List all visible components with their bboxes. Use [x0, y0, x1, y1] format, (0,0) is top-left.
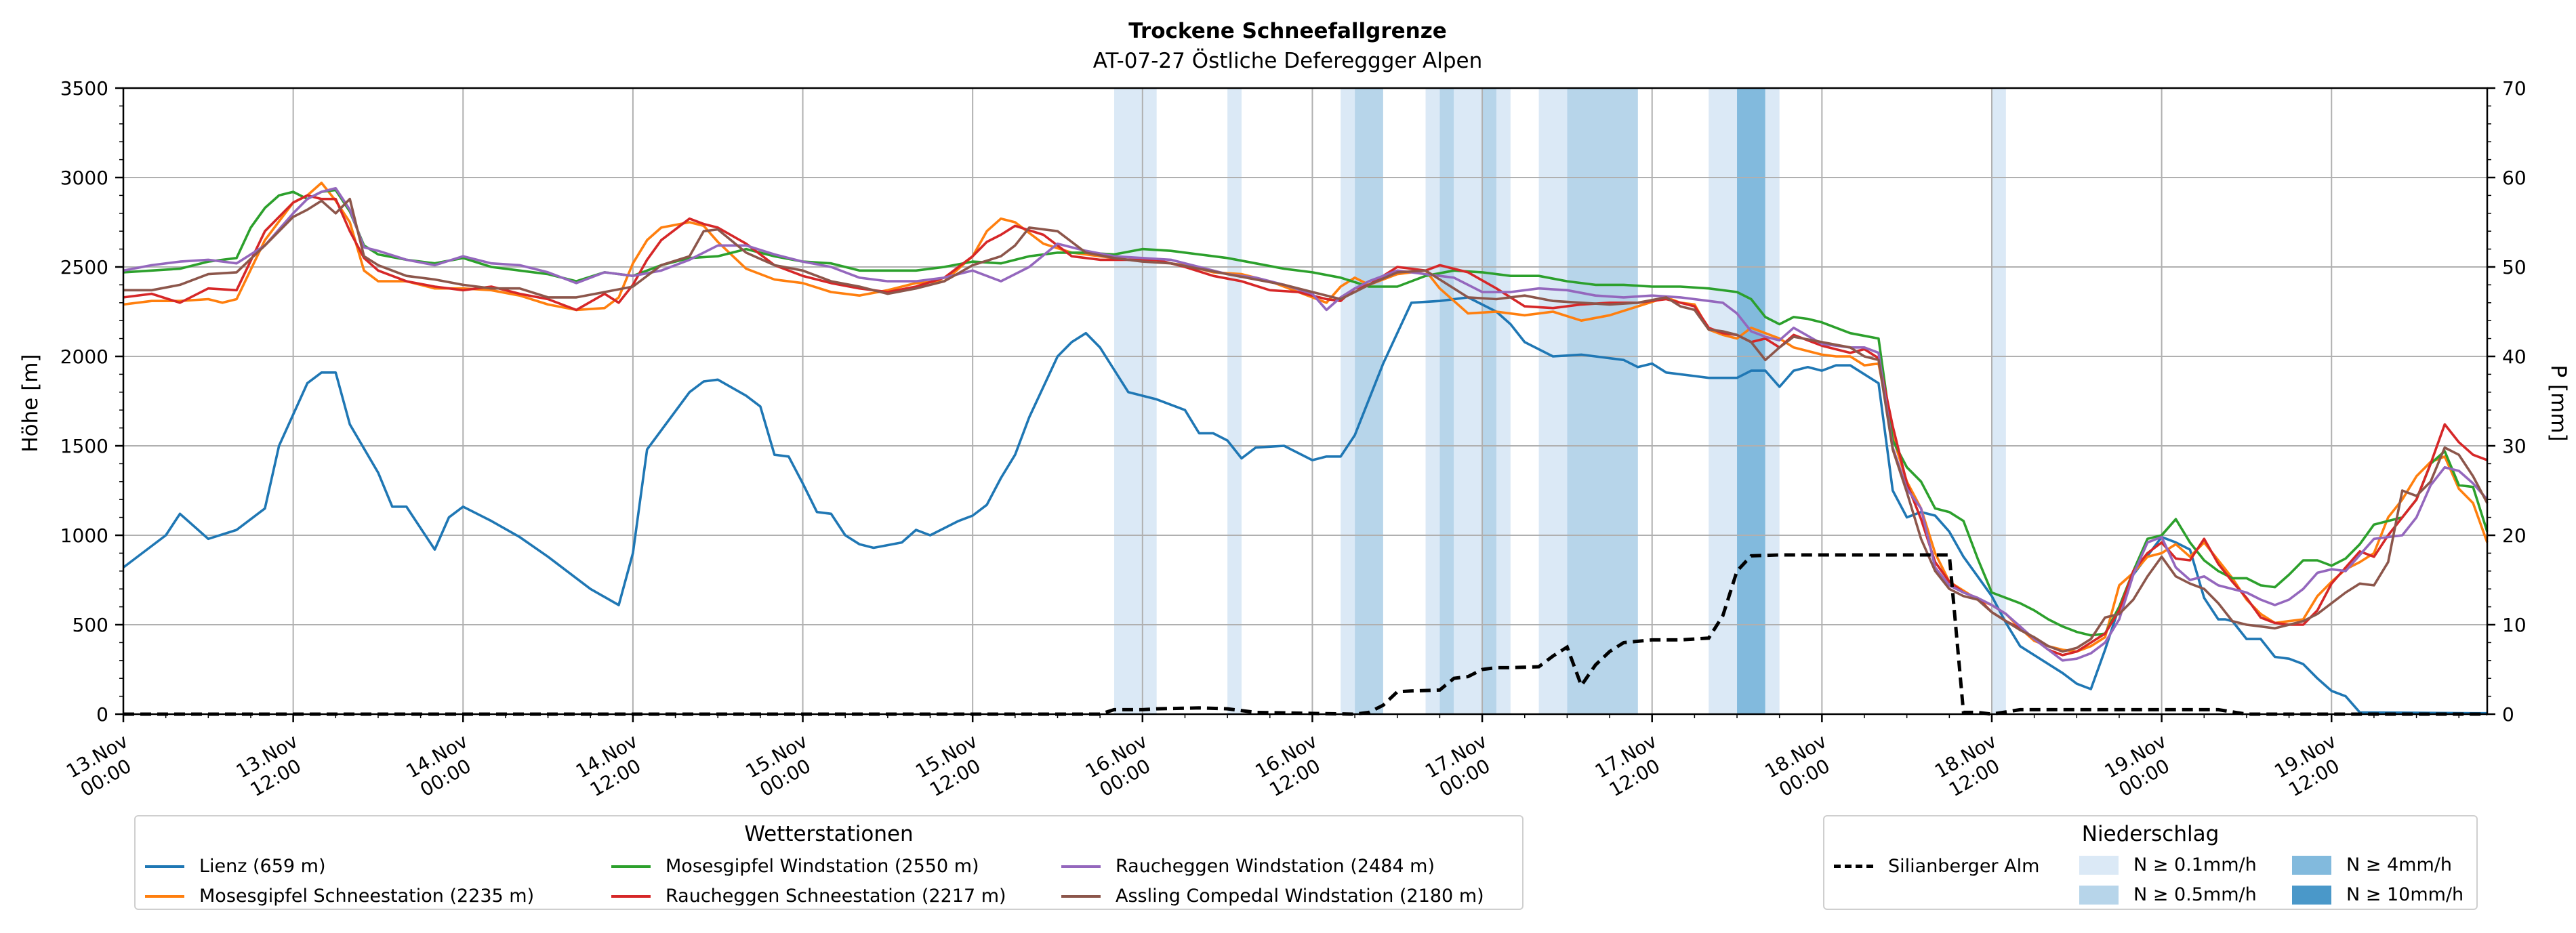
- chart-title: Trockene Schneefallgrenze: [1128, 19, 1447, 43]
- series-line-5: [123, 197, 2489, 653]
- y-tick-label-5: 2500: [60, 256, 108, 278]
- y-tick-label-0: 0: [96, 703, 108, 726]
- series-line-0: [122, 296, 2487, 715]
- precip-band-9: [1496, 88, 1511, 714]
- series-lines: [122, 182, 2489, 716]
- precip-band-14: [1765, 88, 1780, 714]
- axes: 0 500 1000 1500 2000 2500 3000 3500 0 10 20 30 40 50 6…: [60, 77, 2527, 801]
- y-right-tick-label-3: 30: [2502, 435, 2527, 457]
- y-axis-label: Höhe [m]: [18, 354, 43, 452]
- y-tick-label-7: 3500: [60, 77, 108, 100]
- precip-band-6: [1439, 88, 1454, 714]
- precip-legend-title: Niederschlag: [2081, 822, 2220, 846]
- y-right-tick-label-5: 50: [2502, 256, 2527, 278]
- precip-band-11: [1567, 88, 1638, 714]
- precip-band-0: [1114, 88, 1143, 714]
- precip-band-10: [1538, 88, 1568, 714]
- legend-item-raucheggen-wind: Raucheggen Windstation (2484 m): [1061, 856, 1435, 877]
- precip-band-13: [1737, 88, 1765, 714]
- legend-item-lienz: Lienz (659 m): [145, 856, 326, 877]
- y-tick-label-6: 3000: [60, 167, 108, 189]
- legend-item-mosesgipfel-wind: Mosesgipfel Windstation (2550 m): [611, 856, 979, 877]
- legend-item-silianberger: Silianberger Alm: [1834, 856, 2039, 877]
- precip-band-7: [1454, 88, 1483, 714]
- precip-band-2: [1227, 88, 1242, 714]
- gridlines: [123, 87, 2487, 715]
- y-right-tick-label-0: 0: [2502, 703, 2514, 726]
- precip-band-3: [1341, 88, 1355, 714]
- precip-bands: [1114, 88, 2006, 714]
- precip-band-8: [1482, 88, 1496, 714]
- series-line-3: [123, 194, 2488, 657]
- y-right-tick-label-6: 60: [2502, 167, 2527, 189]
- stations-legend: Wetterstationen Lienz (659 m) Mosesgipfe…: [134, 815, 1524, 910]
- legend-item-precip-4: N ≥ 4mm/h: [2292, 854, 2452, 875]
- precip-band-15: [1991, 88, 2006, 714]
- y-right-tick-label-1: 10: [2502, 614, 2527, 636]
- y-tick-label-3: 1500: [60, 435, 108, 457]
- legend-item-assling: Assling Compedal Windstation (2180 m): [1061, 886, 1484, 907]
- stations-legend-title: Wetterstationen: [744, 822, 914, 846]
- series-line-4: [123, 187, 2489, 662]
- legend-item-mosesgipfel-schnee: Mosesgipfel Schneestation (2235 m): [145, 886, 534, 907]
- series-line-2: [123, 188, 2489, 637]
- precip-band-5: [1425, 88, 1440, 714]
- chart-subtitle: AT-07-27 Östliche Defereggger Alpen: [1093, 48, 1483, 73]
- y-tick-label-4: 2000: [60, 346, 108, 368]
- series-line-1: [123, 182, 2489, 653]
- y-tick-label-2: 1000: [60, 524, 108, 547]
- precip-band-12: [1709, 88, 1738, 714]
- legend-item-precip-0-5: N ≥ 0.5mm/h: [2079, 884, 2257, 905]
- y-right-tick-label-7: 70: [2502, 77, 2527, 100]
- legend-item-precip-10: N ≥ 10mm/h: [2292, 884, 2463, 905]
- y-tick-label-1: 500: [73, 614, 108, 636]
- y-right-tick-label-2: 20: [2502, 524, 2527, 547]
- precip-legend: Niederschlag Silianberger Alm N ≥ 0.1mm/…: [1823, 815, 2478, 910]
- precip-band-1: [1142, 88, 1157, 714]
- y-axis-label-right: P [mm]: [2546, 365, 2571, 441]
- legend-item-raucheggen-schnee: Raucheggen Schneestation (2217 m): [611, 886, 1006, 907]
- y-right-tick-label-4: 40: [2502, 346, 2527, 368]
- legend-item-precip-0-1: N ≥ 0.1mm/h: [2079, 854, 2257, 875]
- plot-frame: [122, 87, 2489, 716]
